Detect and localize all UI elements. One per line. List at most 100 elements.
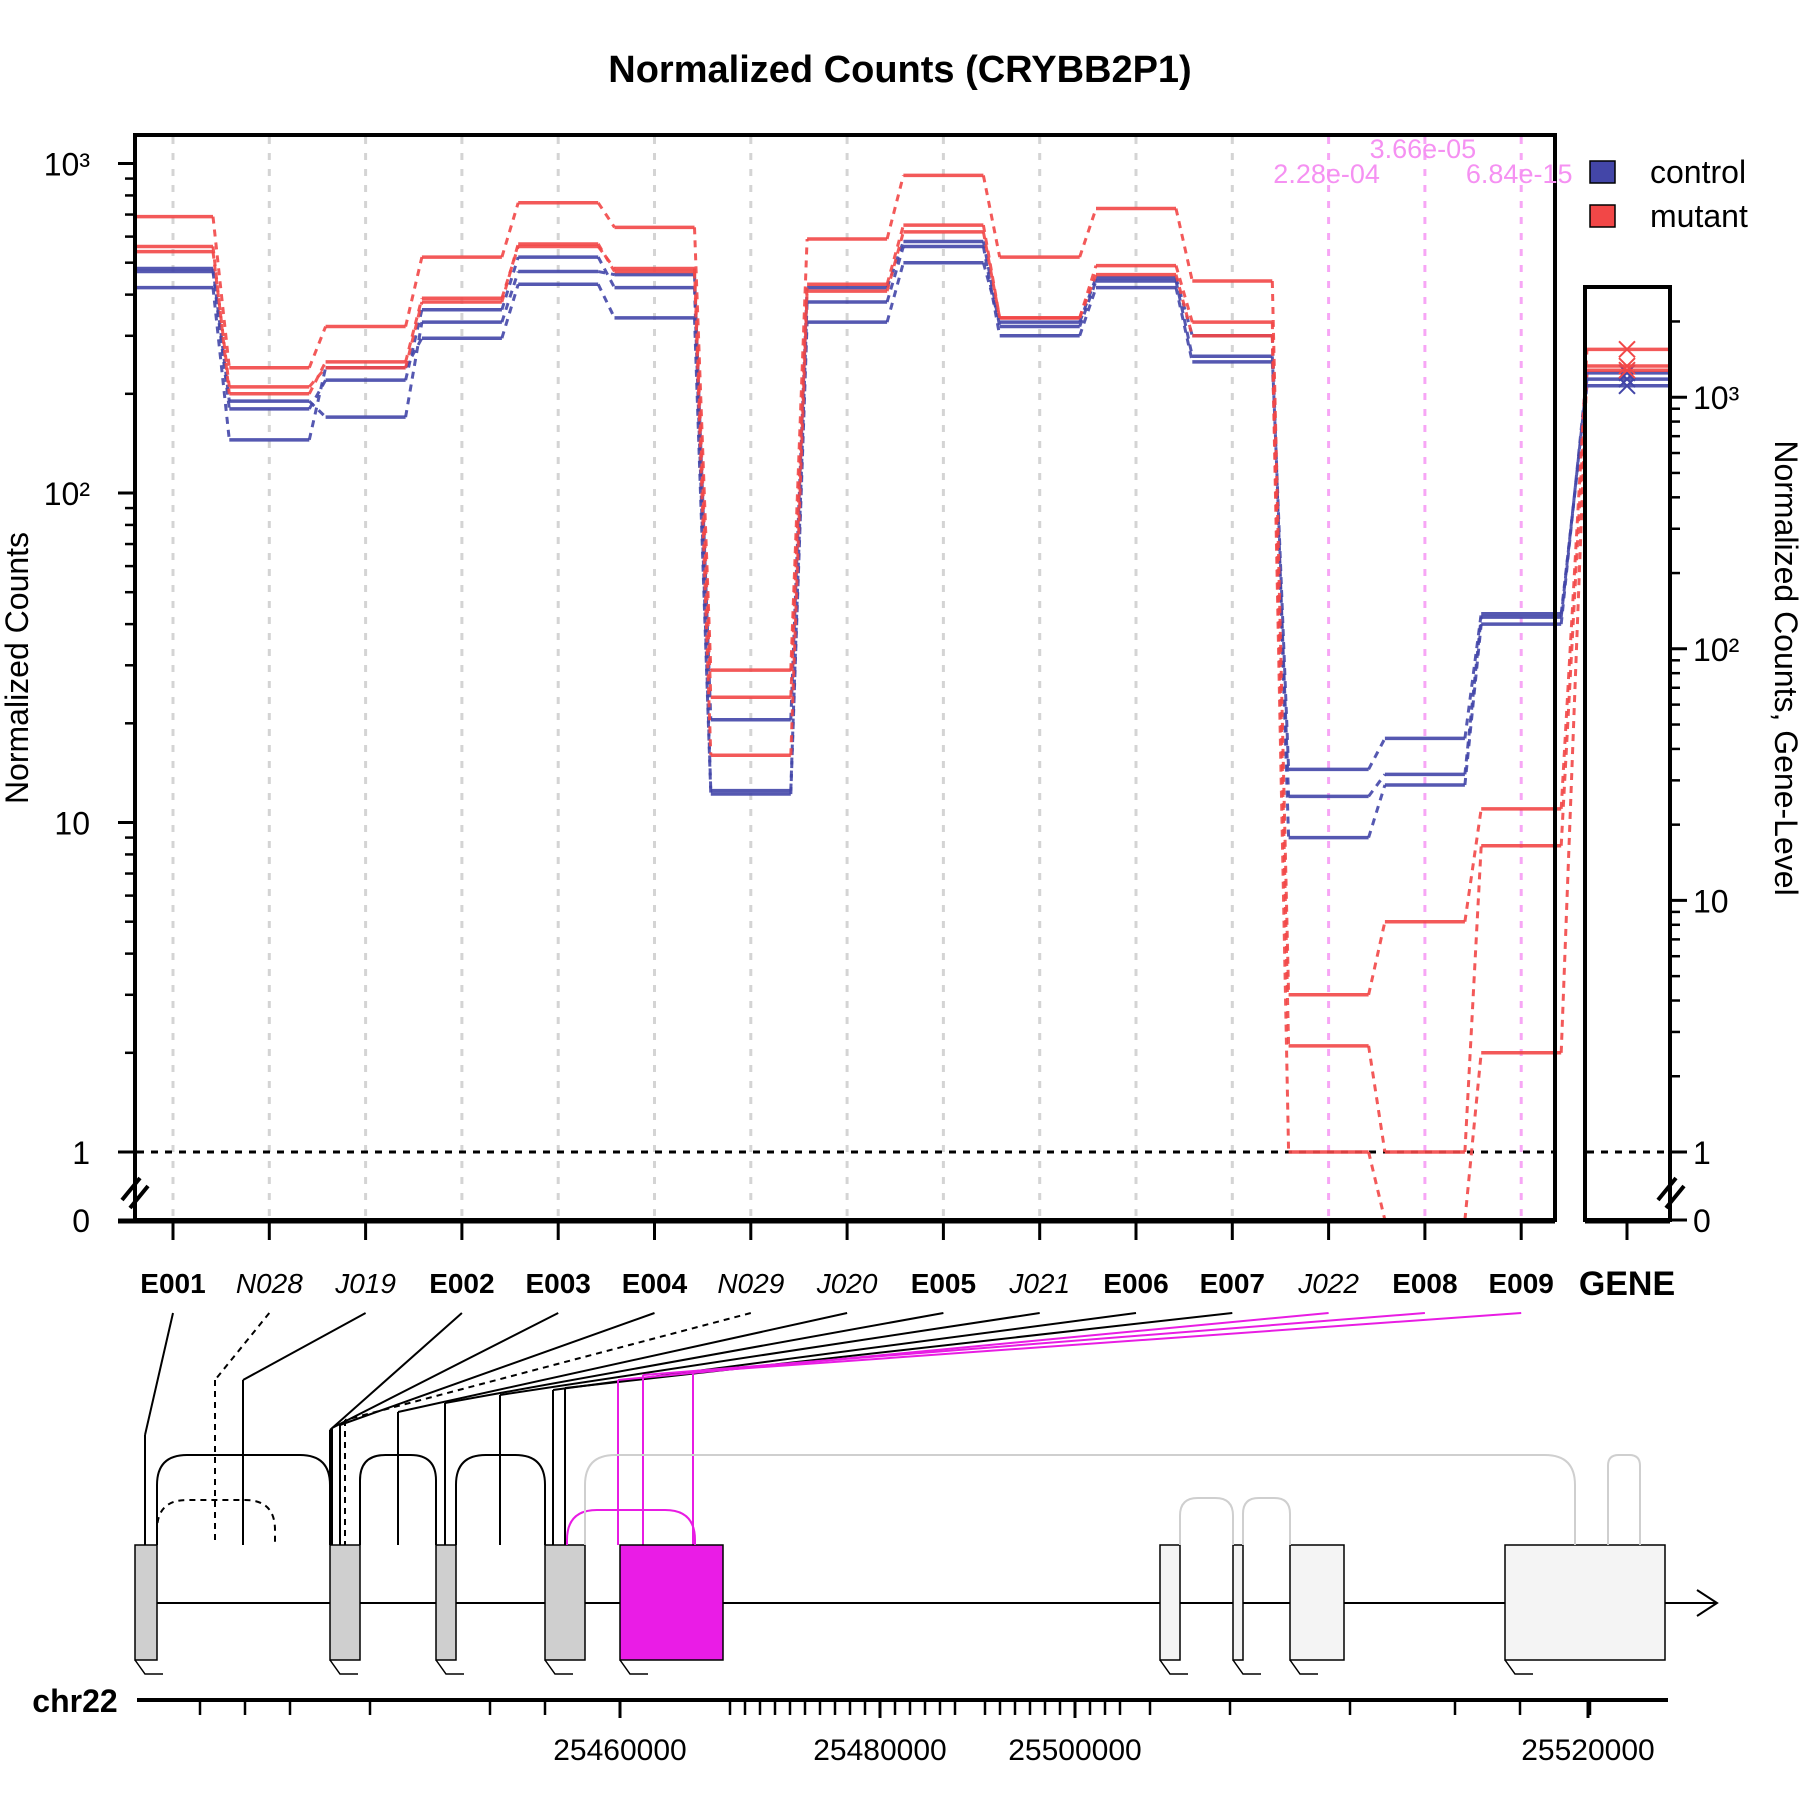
connector-J021 — [499, 1312, 1040, 1396]
series-connector-mutant-4-N028 — [307, 326, 327, 369]
series-connector-control-1-J019 — [404, 321, 424, 418]
series-connector-mutant-5-N029 — [789, 284, 809, 698]
series-connector-control-2-E008 — [1463, 616, 1483, 775]
connector-J020 — [397, 1312, 848, 1413]
gene-model-junction-arc-7 — [1179, 1497, 1234, 1545]
gene-level-marker-mutant-6 — [1618, 361, 1636, 379]
series-connector-control-2-J020 — [885, 246, 905, 303]
chromosome-tick-label-25480000: 25480000 — [813, 1734, 946, 1767]
connector-E008 — [642, 1312, 1425, 1376]
gene-y-tick-label-0: 0 — [1693, 1203, 1711, 1239]
gene-model-junction-arc-4 — [455, 1454, 546, 1545]
chromosome-tick-label-25460000: 25460000 — [553, 1734, 686, 1767]
series-connector-control-3-E006 — [1174, 277, 1194, 337]
y-tick-label-10: 10 — [54, 806, 90, 842]
series-connector-mutant-4-E004 — [693, 227, 713, 671]
gene-plot-frame — [1583, 285, 1672, 1222]
gene-model-junction-arc-6 — [584, 1454, 1576, 1545]
x-tick-label-gene: GENE — [1579, 1265, 1675, 1303]
series-connector-mutant-5-J019 — [404, 297, 424, 363]
series-connector-mutant-5-E006 — [1174, 265, 1194, 323]
series-connector-mutant-5-J021 — [1078, 265, 1098, 319]
y-axis-label: Normalized Counts — [0, 532, 35, 804]
series-connector-mutant-6-N028 — [308, 366, 327, 388]
chart-title: Normalized Counts (CRYBB2P1) — [608, 49, 1191, 91]
gene-level-panel — [1559, 340, 1668, 1154]
series-connector-mutant-5-N028 — [307, 361, 327, 395]
series-connector-control-2-J021 — [1078, 287, 1098, 337]
gene-model-exon-2 — [329, 1544, 361, 1661]
series-connector-control-1-J021 — [1078, 280, 1098, 328]
series-connector-mutant-6-E002 — [500, 243, 520, 303]
connector-N028 — [214, 1312, 271, 1381]
series-connector-mutant-5-J020 — [885, 224, 905, 285]
series-connector-mutant-4-N029 — [789, 238, 809, 671]
series-connector-control-3-E005 — [981, 262, 1002, 323]
x-tick-label-N028: N028 — [236, 1268, 303, 1299]
gene-y-tick-label-10: 10 — [1693, 883, 1729, 919]
connector-E002 — [329, 1312, 463, 1431]
gene-model-exon-5 — [619, 1544, 724, 1661]
connector-E009 — [692, 1312, 1522, 1373]
gene-model-exon-4 — [544, 1544, 586, 1661]
axes: 0 1 10 10² 10³ 0 1 10 10² 10³ E001 N028 J019 E002 E003… — [44, 134, 1740, 1303]
gene-connector-mutant-5 — [1559, 365, 1589, 846]
gene-model-exon-tick-1 — [134, 1659, 163, 1675]
connector-E003 — [331, 1312, 559, 1429]
gridlines — [137, 137, 1553, 1218]
y-tick-label-0: 0 — [72, 1203, 90, 1239]
connector-E005 — [444, 1312, 944, 1404]
pvalue-E009: 6.84e-15 — [1466, 159, 1573, 189]
gene-level-marker-mutant-4 — [1618, 340, 1636, 359]
gene-model: chr22 25460000 25480000 25500000 25520000 — [32, 1454, 1719, 1767]
x-tick-label-J022: J022 — [1297, 1268, 1359, 1299]
x-tick-label-J020: J020 — [816, 1268, 878, 1299]
connector-J019 — [242, 1312, 367, 1381]
connector-E001 — [144, 1312, 174, 1436]
series-connector-mutant-4-E005 — [981, 175, 1002, 258]
series-connector-mutant-6-E006 — [1174, 274, 1194, 337]
series-connector-control-3-E008 — [1463, 623, 1483, 786]
series-connector-control-1-E002 — [500, 271, 520, 323]
series-connector-control-3-E003 — [596, 283, 616, 319]
gene-model-junction-arc-9 — [1607, 1454, 1641, 1545]
y-axis-break-right — [1656, 1176, 1686, 1210]
series-connector-control-3-J022 — [1367, 784, 1387, 839]
main-plot-frame — [133, 133, 1557, 1222]
x-tick-label-E009: E009 — [1488, 1268, 1553, 1299]
series-connector-control-2-E002 — [500, 256, 520, 311]
x-tick-label-J019: J019 — [334, 1268, 396, 1299]
series-connector-mutant-6-J020 — [885, 231, 905, 292]
series-connector-control-1-J022 — [1367, 737, 1387, 771]
series-connector-control-3-E002 — [500, 283, 520, 339]
series-connector-control-1-E005 — [981, 241, 1002, 327]
x-tick-label-E002: E002 — [429, 1268, 494, 1299]
gene-model-exon-tick-7 — [1232, 1659, 1261, 1675]
gene-model-exon-tick-6 — [1159, 1659, 1188, 1675]
series-connector-mutant-5-J022 — [1367, 1045, 1387, 1153]
gene-model-junction-arc-5 — [566, 1509, 696, 1545]
legend-swatch-mutant — [1589, 204, 1616, 228]
legend-label-control: control — [1650, 154, 1746, 190]
gene-model-exon-tick-3 — [435, 1659, 464, 1675]
pvalue-J022: 2.28e-04 — [1273, 159, 1380, 189]
series-connector-mutant-6-E001 — [211, 251, 231, 388]
series-connector-mutant-4-J021 — [1078, 208, 1098, 258]
x-tick-label-N029: N029 — [717, 1268, 784, 1299]
y-tick-label-1: 1 — [72, 1135, 90, 1171]
x-tick-label-E005: E005 — [911, 1268, 976, 1299]
series-connector-control-1-E001 — [211, 268, 231, 402]
series-connector-mutant-6-E007 — [1270, 335, 1291, 1153]
legend-label-mutant: mutant — [1650, 198, 1748, 234]
gene-model-exon-tick-9 — [1504, 1659, 1533, 1675]
chromosome-tick-label-25520000: 25520000 — [1521, 1734, 1654, 1767]
series-connector-mutant-4-E001 — [211, 216, 231, 368]
connector-E004 — [339, 1312, 655, 1426]
series-connector-mutant-4-J022 — [1367, 921, 1387, 996]
gene-model-exon-7 — [1232, 1544, 1244, 1661]
legend: control mutant — [1589, 154, 1748, 234]
gene-model-exon-6 — [1159, 1544, 1181, 1661]
x-tick-label-E007: E007 — [1200, 1268, 1265, 1299]
x-tick-label-E004: E004 — [622, 1268, 688, 1299]
